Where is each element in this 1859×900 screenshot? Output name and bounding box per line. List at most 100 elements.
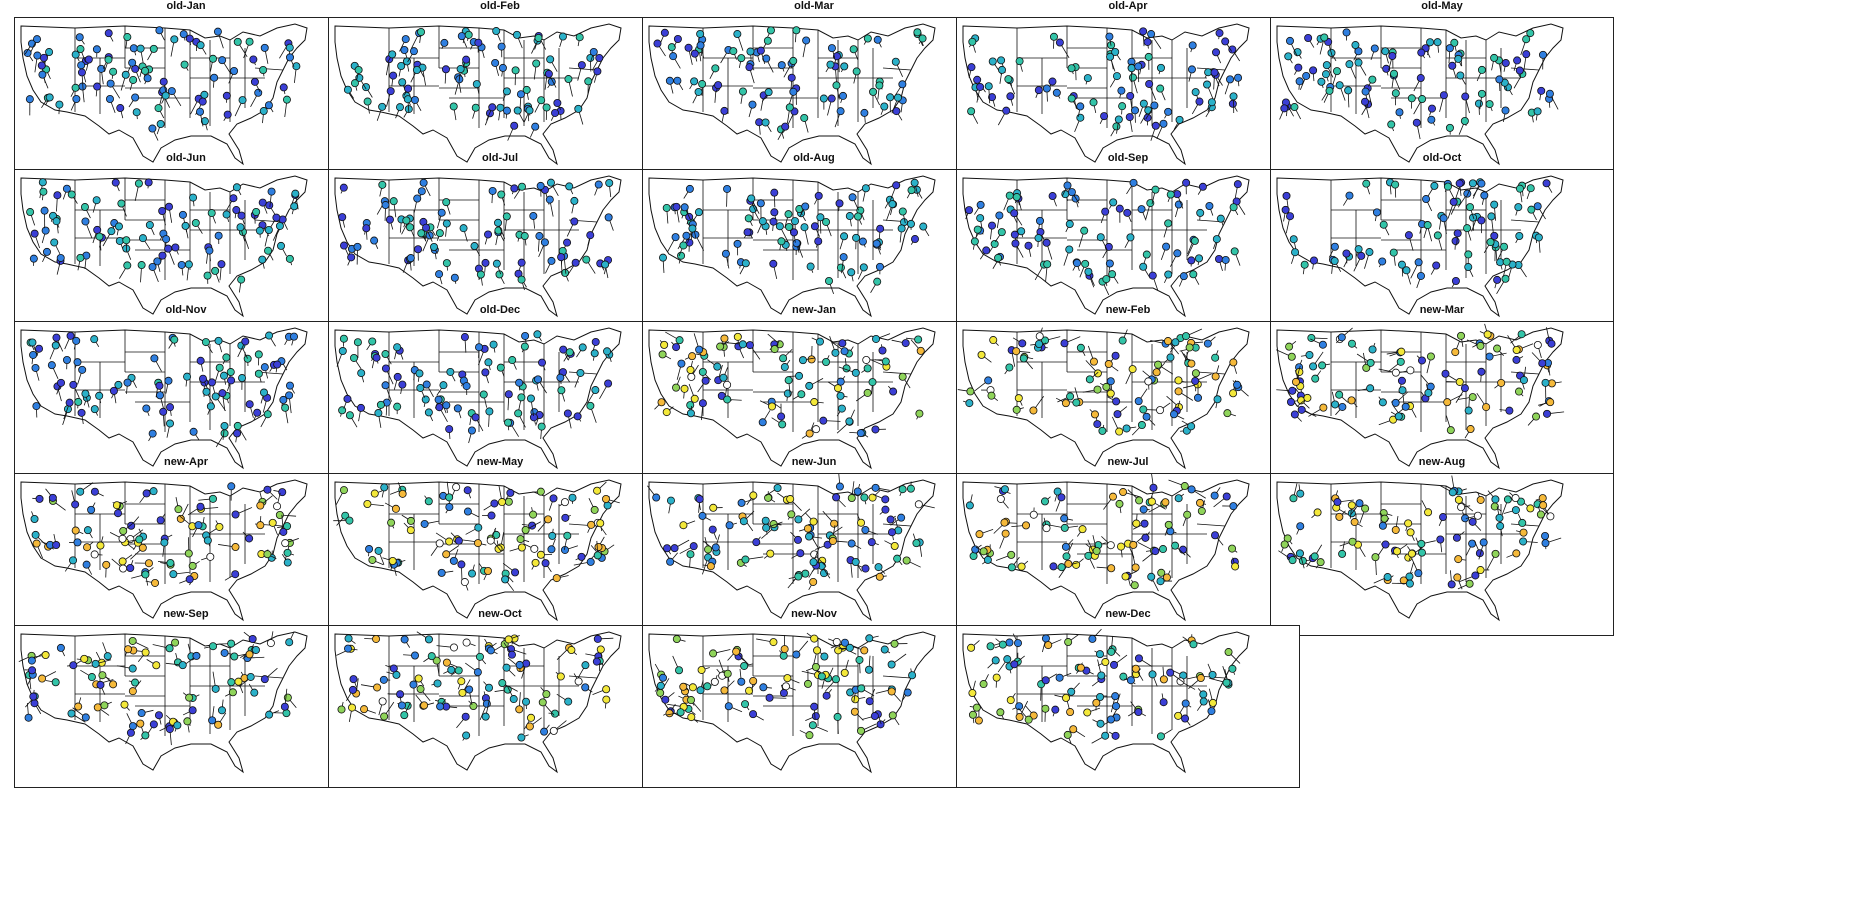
- station-marker: [687, 372, 696, 381]
- map-frame: [1270, 321, 1614, 484]
- station-marker: [897, 513, 906, 522]
- station-marker: [77, 68, 86, 77]
- station-marker: [1502, 257, 1511, 266]
- station-marker: [155, 381, 164, 390]
- station-marker: [338, 406, 347, 415]
- station-marker: [761, 118, 770, 127]
- station-marker: [442, 259, 451, 268]
- us-map-svg: [647, 474, 936, 622]
- station-marker: [880, 102, 889, 111]
- station-marker: [910, 178, 919, 187]
- station-marker: [1309, 66, 1318, 75]
- station-marker: [1063, 730, 1072, 739]
- station-marker: [83, 526, 92, 535]
- station-marker: [1537, 86, 1546, 95]
- station-marker: [398, 489, 407, 498]
- station-marker: [142, 404, 151, 413]
- station-marker: [676, 708, 685, 717]
- station-marker: [144, 178, 153, 187]
- station-marker: [1181, 699, 1190, 708]
- station-marker: [1164, 520, 1173, 529]
- station-marker: [711, 64, 720, 73]
- station-marker: [834, 646, 843, 655]
- station-marker: [1131, 106, 1140, 115]
- panel-title: new-Dec: [1105, 608, 1151, 620]
- us-map-svg: [648, 175, 936, 318]
- station-marker: [738, 340, 747, 349]
- station-marker: [1445, 44, 1454, 53]
- station-marker: [1422, 195, 1431, 204]
- station-marker: [996, 708, 1005, 717]
- station-marker: [851, 558, 860, 567]
- station-marker: [898, 485, 907, 494]
- station-marker: [442, 401, 451, 410]
- station-marker: [716, 342, 725, 351]
- map-panel: new-Feb: [956, 304, 1300, 484]
- station-marker: [516, 90, 525, 99]
- station-marker: [209, 642, 218, 651]
- station-marker: [1076, 102, 1085, 111]
- station-marker: [534, 375, 543, 384]
- station-marker: [206, 402, 215, 411]
- station-marker: [492, 259, 501, 268]
- station-marker: [1469, 213, 1478, 222]
- station-marker: [292, 62, 301, 71]
- station-marker: [1017, 562, 1026, 571]
- station-marker: [897, 224, 906, 233]
- station-marker: [886, 93, 895, 102]
- country-outline: [334, 175, 622, 318]
- station-marker: [1044, 641, 1053, 650]
- station-marker: [594, 542, 603, 551]
- station-marker: [472, 80, 481, 89]
- station-marker: [1511, 494, 1520, 503]
- station-marker: [1215, 29, 1224, 38]
- station-marker: [793, 535, 802, 544]
- station-marker: [1106, 52, 1115, 61]
- station-marker: [982, 246, 991, 255]
- station-marker: [552, 574, 561, 583]
- station-marker: [824, 276, 833, 285]
- station-marker: [520, 342, 529, 351]
- station-marker: [1487, 212, 1496, 221]
- us-map-svg: [20, 23, 308, 166]
- station-marker: [1443, 182, 1452, 191]
- state-boundary: [1510, 67, 1540, 71]
- station-marker: [1197, 507, 1206, 516]
- station-marker: [1183, 510, 1192, 519]
- station-marker: [71, 500, 80, 509]
- station-marker: [781, 682, 790, 691]
- station-marker: [1280, 104, 1289, 113]
- station-marker: [770, 345, 779, 354]
- station-marker: [745, 686, 754, 695]
- station-marker: [906, 219, 915, 228]
- station-marker: [481, 712, 490, 721]
- station-marker: [1485, 352, 1494, 361]
- station-marker: [1453, 229, 1462, 238]
- station-marker: [409, 47, 418, 56]
- station-marker: [517, 258, 526, 267]
- station-marker: [1128, 73, 1137, 82]
- station-marker: [471, 103, 480, 112]
- station-marker: [836, 377, 845, 386]
- station-marker: [564, 75, 573, 84]
- station-marker: [457, 677, 466, 686]
- station-marker: [238, 374, 247, 383]
- station-marker: [679, 682, 688, 691]
- station-marker: [82, 560, 91, 569]
- station-marker: [696, 29, 705, 38]
- station-marker: [1417, 548, 1426, 557]
- station-marker: [81, 713, 90, 722]
- state-boundary: [763, 553, 794, 584]
- station-marker: [586, 557, 595, 566]
- station-marker: [662, 408, 671, 417]
- station-marker: [1393, 547, 1402, 556]
- station-marker: [1543, 409, 1552, 418]
- station-marker: [1541, 539, 1550, 548]
- station-marker: [167, 87, 176, 96]
- map-frame: [1270, 473, 1614, 636]
- station-marker: [109, 680, 118, 689]
- map-frame: [642, 17, 986, 180]
- station-marker: [484, 683, 493, 692]
- station-marker: [1397, 260, 1406, 269]
- map-frame: [14, 169, 358, 332]
